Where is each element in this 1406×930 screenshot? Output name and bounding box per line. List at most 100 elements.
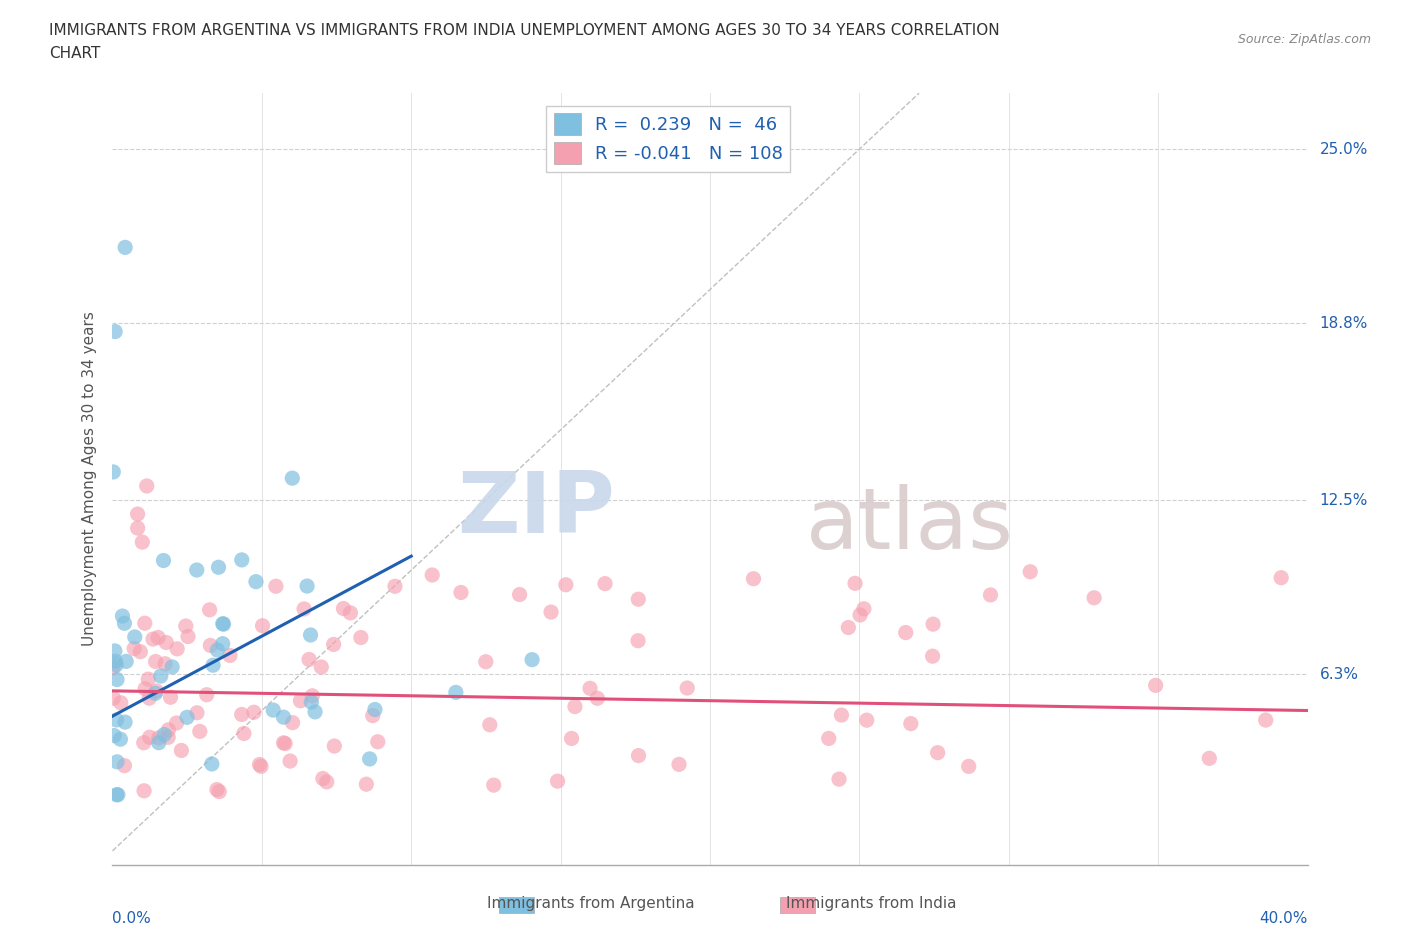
Point (122, 641, 145, 656)
Point (129, 644, 152, 659)
Point (138, 730, 160, 745)
Point (135, 479, 157, 494)
Point (1254, 712, 1277, 727)
Point (1019, 565, 1042, 579)
Point (844, 576, 866, 591)
Point (304, 704, 326, 719)
Point (339, 605, 361, 620)
Point (298, 652, 321, 667)
Point (212, 617, 235, 631)
Legend: R =  0.239   N =  46, R = -0.041   N = 108: R = 0.239 N = 46, R = -0.041 N = 108 (547, 106, 790, 172)
Point (921, 649, 943, 664)
Point (262, 703, 284, 718)
Point (299, 628, 322, 643)
Point (132, 783, 155, 798)
Point (155, 635, 177, 650)
Point (211, 636, 233, 651)
Text: Source: ZipAtlas.com: Source: ZipAtlas.com (1237, 33, 1371, 46)
Point (564, 699, 586, 714)
Point (264, 578, 287, 593)
Point (195, 687, 218, 702)
Point (170, 743, 193, 758)
Point (127, 521, 149, 536)
Point (231, 552, 253, 567)
Point (138, 691, 160, 706)
Point (101, 660, 124, 675)
Point (104, 325, 127, 339)
Point (1270, 570, 1292, 585)
Point (153, 727, 176, 742)
Text: 12.5%: 12.5% (1320, 493, 1368, 508)
Point (356, 777, 378, 791)
Point (103, 464, 125, 479)
Point (849, 607, 872, 622)
Point (166, 642, 188, 657)
Point (311, 659, 333, 674)
Point (830, 708, 852, 723)
Point (547, 774, 569, 789)
Point (292, 602, 315, 617)
Point (852, 602, 875, 617)
Point (323, 738, 346, 753)
Point (146, 630, 169, 644)
Point (322, 637, 344, 652)
Point (586, 691, 609, 706)
Point (420, 567, 443, 582)
Point (837, 620, 859, 635)
Point (312, 771, 335, 786)
Point (364, 702, 387, 717)
Point (315, 775, 337, 790)
Point (211, 617, 233, 631)
Point (134, 616, 156, 631)
Point (115, 654, 138, 669)
Point (107, 788, 129, 803)
Point (174, 618, 197, 633)
Point (231, 707, 253, 722)
Text: 25.0%: 25.0% (1320, 141, 1368, 156)
Point (927, 745, 949, 760)
Point (103, 691, 125, 706)
Point (177, 629, 200, 644)
Point (207, 643, 229, 658)
Point (627, 633, 650, 648)
Text: 6.3%: 6.3% (1320, 667, 1358, 682)
Point (273, 710, 295, 724)
Point (979, 588, 1001, 603)
Point (124, 630, 146, 644)
Point (668, 757, 690, 772)
Point (295, 578, 318, 593)
Point (166, 715, 188, 730)
Point (474, 655, 496, 670)
Point (148, 730, 170, 745)
Point (249, 757, 271, 772)
Point (855, 712, 877, 727)
Point (554, 578, 576, 592)
Point (252, 618, 274, 633)
Point (232, 726, 254, 741)
Point (250, 759, 273, 774)
Text: 18.8%: 18.8% (1320, 315, 1368, 331)
Point (205, 782, 228, 797)
Point (186, 563, 208, 578)
Text: Immigrants from Argentina: Immigrants from Argentina (486, 897, 695, 911)
Point (114, 240, 136, 255)
Point (281, 471, 304, 485)
Point (1198, 751, 1220, 765)
Point (922, 617, 945, 631)
Point (160, 659, 183, 674)
Point (186, 705, 208, 720)
Point (104, 644, 127, 658)
Point (157, 730, 180, 745)
Point (281, 715, 304, 730)
Text: 40.0%: 40.0% (1260, 911, 1308, 926)
Point (148, 736, 170, 751)
Point (200, 638, 222, 653)
Point (482, 777, 505, 792)
Point (299, 695, 322, 710)
Point (153, 657, 176, 671)
Point (742, 571, 765, 586)
Point (478, 717, 501, 732)
Point (1083, 591, 1105, 605)
Point (359, 751, 381, 766)
Point (243, 705, 266, 720)
